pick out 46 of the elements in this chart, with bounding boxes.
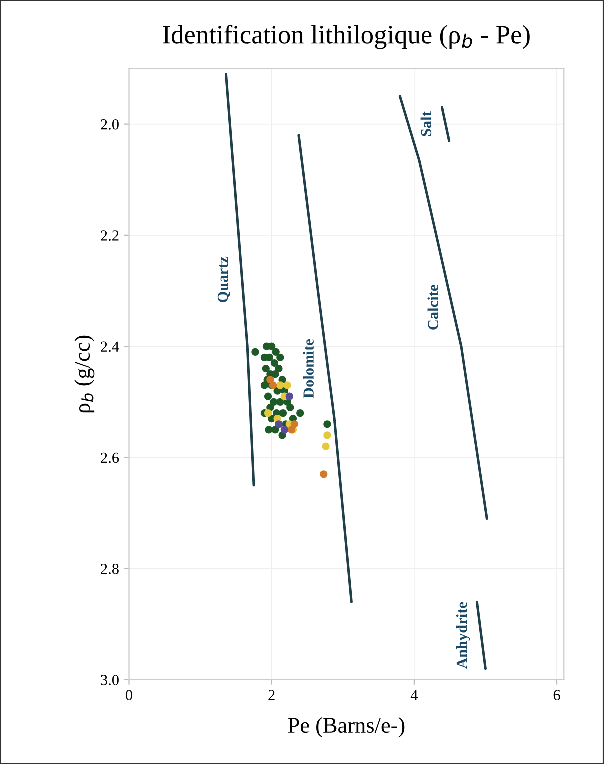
point bbox=[286, 404, 294, 412]
x-tick-label: 0 bbox=[126, 690, 132, 700]
point bbox=[276, 398, 284, 406]
point bbox=[272, 426, 280, 434]
point bbox=[276, 354, 284, 362]
point bbox=[266, 376, 274, 384]
y-tick-label: 2.0 bbox=[101, 119, 119, 130]
point bbox=[268, 342, 276, 350]
point bbox=[296, 409, 304, 418]
x-tick-label: 4 bbox=[410, 690, 418, 700]
text: Anhydrite bbox=[456, 602, 470, 669]
point bbox=[284, 382, 292, 390]
point bbox=[270, 359, 278, 368]
point bbox=[264, 409, 272, 418]
y-tick-label: 2.8 bbox=[101, 564, 119, 574]
point bbox=[320, 470, 328, 478]
point bbox=[279, 409, 288, 418]
text: Dolomite bbox=[303, 340, 314, 398]
point bbox=[265, 426, 273, 434]
point bbox=[276, 382, 284, 390]
x-axis-title: Pe (Barns/e-) bbox=[288, 717, 405, 738]
point bbox=[322, 442, 330, 450]
point bbox=[324, 420, 332, 428]
point bbox=[262, 365, 270, 373]
y-tick-label: 2.6 bbox=[101, 452, 120, 464]
y-tick-label: 3.0 bbox=[101, 675, 119, 686]
text: Calcite bbox=[428, 285, 439, 330]
text: Salt bbox=[420, 112, 432, 136]
line-series bbox=[298, 134, 353, 604]
point bbox=[280, 426, 288, 434]
point bbox=[286, 392, 294, 400]
chart-title: Identification lithilogique (ρ$_{b}$ - Pe) bbox=[163, 25, 530, 50]
line-series bbox=[398, 95, 488, 520]
text: Quartz bbox=[218, 256, 230, 302]
y-tick-label: 2.4 bbox=[101, 342, 120, 352]
x-tick-label: 6 bbox=[554, 690, 560, 700]
y-tick-label: 2.2 bbox=[101, 230, 119, 241]
point bbox=[324, 432, 332, 440]
x-tick-label: 2 bbox=[268, 690, 275, 700]
point bbox=[290, 420, 298, 428]
point bbox=[252, 348, 260, 356]
point bbox=[275, 365, 283, 373]
point bbox=[272, 348, 280, 356]
point bbox=[272, 370, 280, 378]
point bbox=[264, 392, 272, 400]
y-axis-title: ρ$_{b}$ (g/cc) bbox=[74, 336, 95, 413]
